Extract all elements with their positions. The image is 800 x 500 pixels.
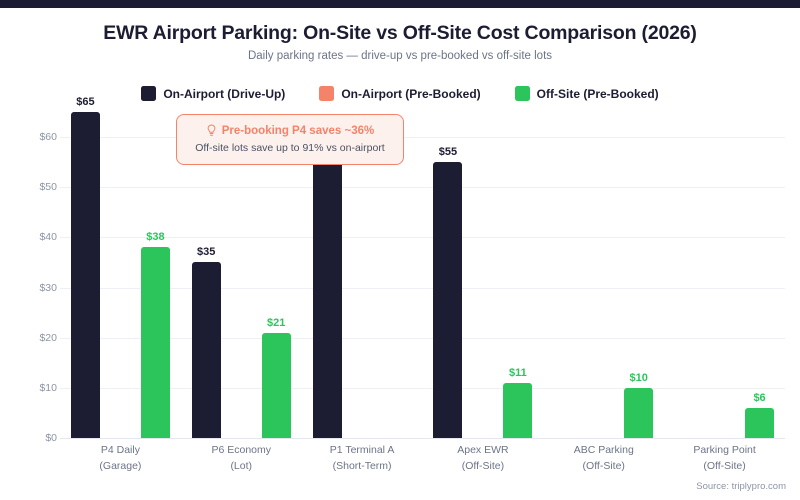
annotation-primary-row: Pre-booking P4 saves ~36%: [187, 124, 393, 137]
legend-label-off-site-pre-booked: Off-Site (Pre-Booked): [536, 86, 659, 101]
bar-group: $65 $38: [60, 96, 181, 438]
y-axis-tick-label: $10: [39, 381, 57, 394]
bar[interactable]: [312, 137, 342, 438]
bar-slot-empty: [675, 112, 704, 438]
bar[interactable]: [503, 382, 533, 438]
y-axis-tick-label: $20: [39, 331, 57, 344]
bar-group: $6: [664, 112, 785, 438]
gridline: [60, 337, 785, 339]
bar[interactable]: [191, 262, 221, 438]
y-axis-tick-label: $60: [39, 131, 57, 144]
bar-value-label: $38: [146, 231, 165, 244]
bar-slot: $55: [433, 112, 463, 438]
y-axis-tick-label: $50: [39, 181, 57, 194]
bars-layer: $65$38$35$21$60$55$11$10$6: [60, 96, 785, 438]
bar-slot: $21: [261, 112, 291, 438]
legend-item-on-airport-pre-booked[interactable]: On-Airport (Pre-Booked): [319, 86, 481, 101]
bar-slot-empty: [589, 112, 618, 438]
bar-slot: $65: [70, 96, 100, 438]
bar-value-label: $11: [509, 366, 527, 379]
x-axis: P4 Daily (Garage) P6 Economy (Lot) P1 Termin…: [60, 442, 785, 484]
bar-value-label: $6: [753, 391, 766, 404]
bar-slot: $11: [503, 112, 533, 438]
bar-group: $10: [543, 112, 664, 438]
annotation-callout: Pre-booking P4 saves ~36% Off-site lots …: [176, 114, 404, 165]
bar[interactable]: [261, 332, 291, 438]
gridline: [60, 387, 785, 389]
bar-slot-empty: [554, 112, 583, 438]
annotation-primary-text: Pre-booking P4 saves ~36%: [221, 124, 375, 137]
bar-value-label: $10: [629, 371, 648, 384]
bar[interactable]: [70, 112, 100, 438]
plot-area: $0$10$20$30$40$50$60 $65$38$35$21$60$55$…: [39, 96, 785, 444]
legend-item-off-site-pre-booked[interactable]: Off-Site (Pre-Booked): [514, 86, 659, 101]
bar-group: $55 $11: [423, 112, 544, 438]
bar-slot: $38: [140, 112, 170, 438]
bar-slot-empty: [468, 112, 497, 438]
x-axis-tick-label: Apex EWR (Off-Site): [457, 444, 509, 472]
gridline: [60, 187, 785, 189]
bar[interactable]: [624, 387, 654, 438]
bar-value-label: $21: [267, 316, 286, 329]
x-axis-tick-label: P1 Terminal A (Short-Term): [329, 444, 395, 472]
bar-value-label: $55: [438, 146, 458, 159]
bar-slot-empty: [106, 112, 135, 438]
chart-card: EWR Airport Parking: On-Site vs Off-Site…: [0, 8, 800, 500]
bar-slot-empty: [710, 112, 739, 438]
chart-subtitle: Daily parking rates — drive-up vs pre-bo…: [247, 50, 553, 62]
bar[interactable]: [745, 407, 775, 438]
bar[interactable]: [433, 162, 463, 438]
bar[interactable]: [140, 247, 170, 438]
annotation-secondary-text: Off-site lots save up to 91% vs on-airpo…: [195, 142, 385, 154]
y-axis-tick-label: $0: [45, 432, 57, 444]
legend-label-on-airport-pre-booked: On-Airport (Pre-Booked): [341, 86, 481, 101]
bar-value-label: $35: [197, 246, 216, 259]
gridline: [60, 438, 785, 439]
gridline: [60, 237, 785, 239]
bar-slot: $6: [745, 112, 775, 438]
legend-swatch-coral-icon: [319, 86, 335, 101]
legend-label-on-airport-drive-up: On-Airport (Drive-Up): [163, 86, 286, 101]
y-axis-tick-label: $40: [39, 231, 57, 244]
bar-group: $35 $21: [181, 112, 302, 438]
legend-swatch-navy-icon: [141, 86, 157, 101]
lightbulb-icon: [207, 124, 216, 136]
legend-item-on-airport-drive-up[interactable]: On-Airport (Drive-Up): [141, 86, 285, 101]
chart-legend: On-Airport (Drive-Up) On-Airport (Pre-Bo…: [0, 86, 800, 101]
bar-slot: $35: [191, 112, 221, 438]
bar-slot: $10: [624, 112, 654, 438]
x-axis-tick-label: P6 Economy (Lot): [211, 444, 271, 472]
x-axis-tick-label: ABC Parking (Off-Site): [573, 444, 634, 472]
gridline: [60, 137, 785, 139]
bar-value-label: $65: [76, 96, 95, 108]
page-title: EWR Airport Parking: On-Site vs Off-Site…: [103, 22, 697, 44]
y-axis-tick-label: $30: [39, 281, 57, 294]
top-accent-bar: [0, 0, 800, 8]
gridline: [60, 287, 785, 289]
source-note: Source: triplypro.com: [696, 481, 786, 492]
legend-swatch-green-icon: [514, 86, 530, 101]
x-axis-tick-label: P4 Daily (Garage): [99, 444, 142, 472]
x-axis-tick-label: Parking Point (Off-Site): [693, 444, 756, 472]
